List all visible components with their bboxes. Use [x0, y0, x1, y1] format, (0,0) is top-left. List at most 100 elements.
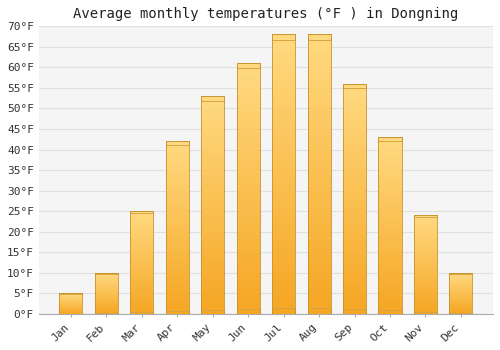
Bar	[450, 273, 472, 274]
Bar	[343, 121, 366, 125]
Bar	[130, 302, 154, 304]
Bar	[130, 230, 154, 232]
Bar	[201, 144, 224, 148]
Bar	[308, 40, 330, 46]
Bar	[450, 285, 472, 286]
Bar	[272, 269, 295, 275]
Bar	[414, 249, 437, 251]
Bar	[450, 309, 472, 310]
Bar	[272, 275, 295, 280]
Bar	[378, 272, 402, 275]
Bar	[201, 175, 224, 179]
Bar	[60, 293, 82, 314]
Bar	[130, 283, 154, 285]
Bar	[60, 304, 82, 305]
Bar	[236, 139, 260, 143]
Bar	[308, 264, 330, 269]
Bar	[272, 292, 295, 297]
Bar	[308, 51, 330, 57]
Bar	[95, 296, 118, 297]
Bar	[201, 244, 224, 248]
Bar	[166, 262, 189, 266]
Bar	[272, 219, 295, 225]
Bar	[450, 287, 472, 288]
Bar	[343, 300, 366, 305]
Bar	[95, 285, 118, 286]
Bar	[166, 145, 189, 148]
Bar	[378, 247, 402, 250]
Bar	[378, 197, 402, 201]
Bar	[272, 35, 295, 314]
Bar	[201, 205, 224, 209]
Bar	[308, 68, 330, 74]
Bar	[201, 96, 224, 100]
Bar	[272, 236, 295, 241]
Bar	[414, 302, 437, 304]
Bar	[450, 289, 472, 290]
Bar	[343, 98, 366, 102]
Bar	[201, 118, 224, 122]
Bar	[272, 253, 295, 258]
Bar	[130, 271, 154, 273]
Bar	[378, 137, 402, 314]
Bar	[201, 192, 224, 196]
Bar	[308, 90, 330, 96]
Bar	[308, 107, 330, 113]
Bar	[414, 263, 437, 265]
Bar	[60, 312, 82, 313]
Bar	[166, 273, 189, 276]
Bar	[450, 274, 472, 275]
Bar	[272, 74, 295, 79]
Bar	[236, 184, 260, 189]
Bar	[201, 100, 224, 105]
Bar	[308, 57, 330, 62]
Bar	[236, 274, 260, 279]
Bar	[450, 279, 472, 280]
Bar	[343, 291, 366, 296]
Bar	[343, 134, 366, 139]
Bar	[414, 215, 437, 217]
Bar	[60, 300, 82, 301]
Bar	[343, 282, 366, 286]
Bar	[308, 46, 330, 51]
Bar	[414, 241, 437, 243]
Bar	[236, 249, 260, 254]
Bar	[95, 306, 118, 307]
Bar	[272, 186, 295, 191]
Bar	[308, 225, 330, 230]
Bar	[95, 300, 118, 301]
Bar	[450, 305, 472, 306]
Bar	[414, 269, 437, 271]
Bar	[166, 210, 189, 214]
Bar	[130, 211, 154, 314]
Bar	[95, 308, 118, 309]
Bar	[95, 281, 118, 282]
Bar	[414, 310, 437, 312]
Bar	[201, 253, 224, 257]
Bar	[236, 169, 260, 174]
Bar	[450, 298, 472, 299]
Bar	[378, 250, 402, 254]
Bar	[130, 279, 154, 281]
Bar	[166, 238, 189, 242]
Bar	[95, 278, 118, 279]
Bar	[450, 307, 472, 308]
Bar	[166, 283, 189, 286]
Bar	[236, 214, 260, 219]
Bar	[130, 265, 154, 267]
Bar	[378, 148, 402, 152]
Bar	[450, 302, 472, 303]
Bar	[272, 202, 295, 208]
Bar	[343, 309, 366, 314]
Bar	[450, 306, 472, 307]
Bar	[166, 176, 189, 179]
Bar	[95, 282, 118, 283]
Bar	[414, 273, 437, 274]
Bar	[378, 159, 402, 162]
Bar	[414, 279, 437, 280]
Bar	[308, 258, 330, 264]
Bar	[414, 215, 437, 314]
Bar	[166, 269, 189, 273]
Bar	[414, 290, 437, 292]
Bar	[130, 232, 154, 234]
